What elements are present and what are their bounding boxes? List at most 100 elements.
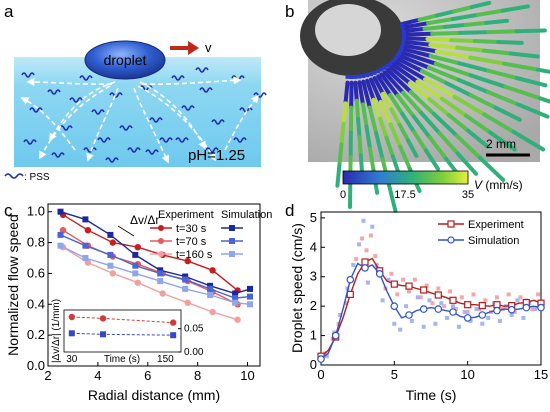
inset-y-tick-label: 0.00 (184, 347, 204, 358)
legend-marker (158, 225, 164, 231)
data-point (82, 242, 89, 249)
velocity-streak (503, 84, 543, 101)
y-tick-label: 0.6 (27, 265, 45, 280)
colorbar (342, 170, 469, 185)
data-point (247, 301, 253, 308)
tracer-particle (369, 72, 373, 77)
y-tick-label: 0 (310, 357, 317, 372)
inset-point (170, 332, 177, 339)
legend-label: Experiment (468, 219, 524, 231)
velocity-streak (400, 17, 422, 26)
colorbar-tick-2: 35 (462, 189, 474, 201)
raw-point (354, 257, 359, 262)
data-point (107, 231, 114, 238)
data-point (209, 267, 216, 274)
y-tick-label: 4 (310, 239, 317, 254)
velocity-streak (398, 144, 412, 171)
raw-point (448, 289, 453, 294)
inset-point (68, 330, 75, 337)
data-point (478, 302, 486, 310)
velocity-streak (401, 90, 424, 115)
velocity-streak (411, 114, 432, 140)
velocity-streak (388, 93, 405, 116)
data-point (493, 306, 501, 315)
pss-wave-icon (83, 147, 97, 153)
flow-arrow (141, 76, 242, 85)
x-axis-label-d: Time (s) (406, 387, 457, 403)
y-tick-label: 0.2 (27, 327, 45, 342)
flow-streamlines (20, 76, 260, 164)
velocity-streaks (335, 0, 550, 213)
panel-c-label: c (4, 201, 13, 220)
raw-point (409, 318, 414, 323)
raw-point (424, 283, 429, 288)
tracer-particle (391, 59, 396, 64)
raw-point (418, 295, 423, 300)
velocity-streak (451, 12, 480, 21)
x-tick-label: 10 (460, 367, 474, 382)
pss-wave-icon (91, 109, 105, 115)
velocity-streak (466, 128, 490, 149)
tracer-particle (401, 39, 406, 43)
y-axis-label: Normalized flow speed (5, 214, 21, 356)
data-point (232, 299, 239, 306)
inset-chart: 30 150 0.00 0.05 Time (s) |Δv/Δr| (1/mm) (51, 299, 204, 365)
velocity-streak (387, 183, 398, 213)
data-point (478, 311, 487, 319)
velocity-streak (361, 102, 369, 129)
droplet-label: droplet (104, 52, 147, 68)
flow-arrow (26, 78, 113, 87)
data-point (405, 311, 413, 319)
inset-point (170, 319, 177, 326)
velocity-streak (367, 105, 379, 136)
raw-point (368, 233, 373, 238)
tracer-particle (401, 42, 405, 47)
y-tick-label: 0.8 (27, 235, 45, 250)
legend-marker (229, 238, 235, 244)
panel-b-micrograph: b 2 mm 0 17.5 35 V (mm/s) (285, 0, 550, 213)
raw-point (483, 298, 488, 303)
velocity-streak (486, 90, 520, 107)
velocity-streak (401, 39, 433, 47)
annotation-pointer (117, 225, 135, 237)
data-point (463, 314, 472, 322)
y-axis-label-d: Droplet speed (cm/s) (289, 223, 305, 353)
velocity-streak (401, 26, 427, 33)
droplet-highlight (315, 4, 381, 56)
x-tick-label: 5 (391, 367, 398, 382)
data-point (207, 285, 214, 292)
velocity-streak (437, 131, 460, 156)
velocity-streak (361, 79, 372, 110)
velocity-streak (408, 90, 436, 116)
panel-d-label: d (285, 201, 294, 220)
velocity-streak (427, 97, 451, 117)
velocity-streak (382, 70, 405, 95)
raw-point (456, 324, 461, 329)
raw-point (495, 295, 499, 300)
velocity-streak (357, 80, 365, 107)
x-tick-label: 6 (144, 368, 151, 383)
velocity-streak (484, 18, 510, 25)
data-point (346, 275, 355, 284)
data-point (449, 296, 457, 304)
raw-point (427, 298, 432, 303)
panel-b-label: b (285, 2, 294, 21)
raw-point (407, 289, 411, 294)
flow-arrow (224, 94, 260, 151)
x-tick-label: 10 (240, 368, 254, 383)
velocity-streak (419, 110, 442, 136)
tracer-particle (402, 32, 406, 37)
data-point (82, 255, 89, 261)
velocity-label: v (205, 40, 212, 55)
data-point (507, 305, 516, 314)
colorbar-tick-1: 17.5 (394, 189, 415, 201)
velocity-streak (430, 30, 463, 36)
velocity-streak (426, 17, 455, 26)
velocity-streak (455, 133, 483, 160)
data-point (184, 299, 191, 306)
tracer-particle (400, 23, 405, 28)
y-tick-label: 0.4 (27, 296, 45, 311)
legend-d: Experiment Simulation (438, 219, 524, 247)
raw-point (357, 242, 362, 247)
data-point (59, 227, 67, 234)
